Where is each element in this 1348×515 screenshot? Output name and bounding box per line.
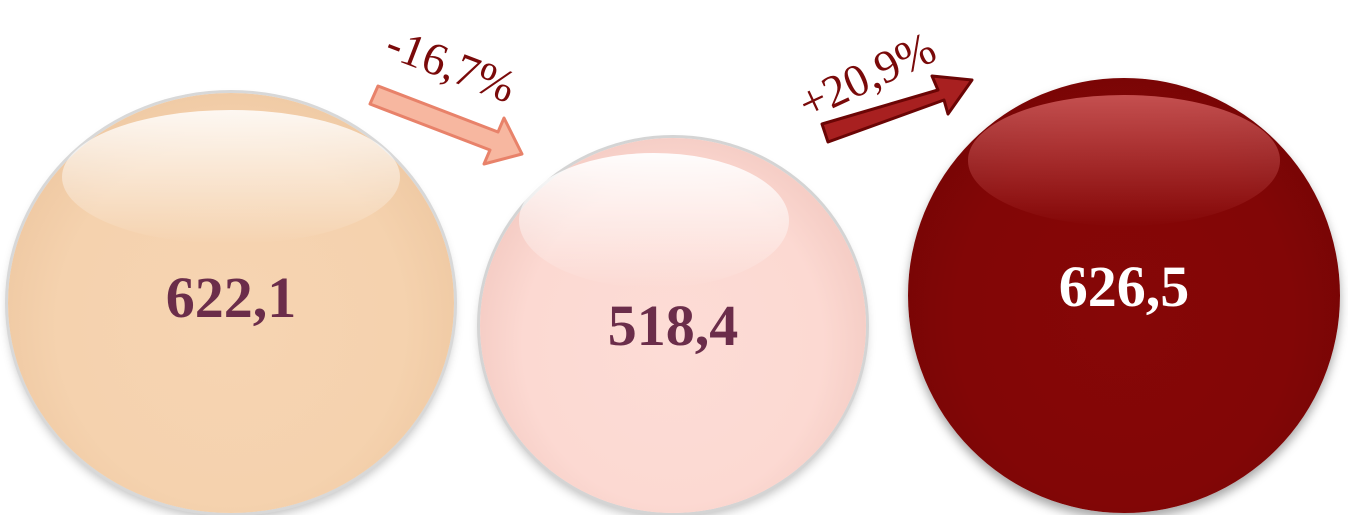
circle-highlight (518, 153, 789, 288)
circle-value: 622,1 (165, 264, 297, 330)
circle-highlight (968, 95, 1280, 226)
circle-value: 626,5 (1058, 254, 1190, 319)
value-circle-2: 518,4 (480, 138, 866, 513)
circle-value: 518,4 (607, 293, 739, 358)
arrow-up-right-icon (820, 74, 974, 144)
circle-highlight (61, 109, 401, 245)
arrow-down-right-icon (368, 84, 524, 166)
